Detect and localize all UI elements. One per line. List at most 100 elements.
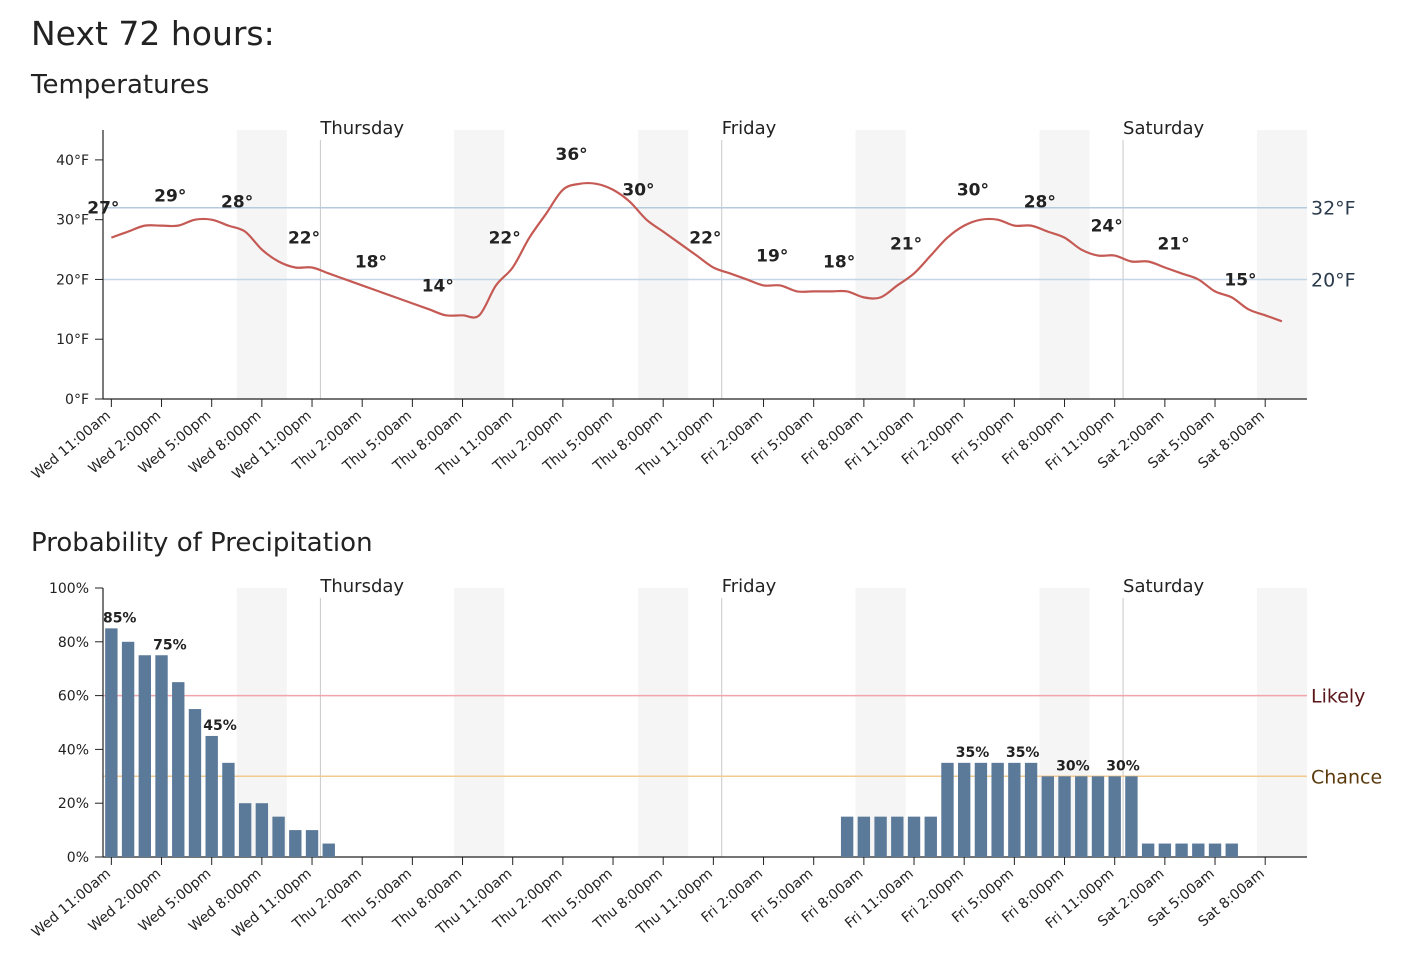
precip-bar <box>1091 776 1105 857</box>
y-tick-label: 10°F <box>56 332 89 348</box>
precip-bar <box>958 762 971 857</box>
day-label: Thursday <box>319 576 404 597</box>
page-heading: Next 72 hours: <box>31 14 275 53</box>
reference-label: 20°F <box>1311 269 1356 291</box>
precip-bar <box>907 816 921 857</box>
day-label: Thursday <box>319 118 404 139</box>
precip-bar <box>188 709 202 857</box>
y-tick-label: 40% <box>58 742 89 758</box>
temperature-label: 18° <box>823 252 855 272</box>
temperature-label: 15° <box>1224 270 1256 290</box>
temperature-label: 30° <box>957 181 989 201</box>
temperature-label: 29° <box>154 187 186 207</box>
chart-title: Probability of Precipitation <box>31 528 373 558</box>
precip-bar <box>1141 843 1155 857</box>
day-label: Friday <box>722 576 777 597</box>
precip-bar <box>974 762 988 857</box>
y-tick-label: 20% <box>58 796 89 812</box>
temperature-label: 22° <box>489 228 521 248</box>
precip-bar <box>1208 843 1222 857</box>
shade-band <box>638 130 689 399</box>
shade-band <box>855 588 906 857</box>
precip-label: 35% <box>956 745 990 761</box>
shade-band <box>1256 588 1307 857</box>
reference-label: Chance <box>1311 766 1382 788</box>
day-label: Friday <box>722 118 777 139</box>
temperature-label: 18° <box>355 252 387 272</box>
y-tick-label: 60% <box>58 689 89 705</box>
shade-band <box>454 130 505 399</box>
precip-label: 75% <box>153 637 187 653</box>
precip-bar <box>322 843 335 857</box>
precip-bar <box>991 762 1004 857</box>
y-tick-label: 0% <box>67 850 89 866</box>
temperature-line <box>110 181 1283 323</box>
precip-bar <box>1041 776 1054 857</box>
precip-bar <box>105 628 118 857</box>
shade-band <box>1256 130 1307 399</box>
precip-bar <box>205 735 218 857</box>
temperature-label: 28° <box>221 193 253 213</box>
precip-bar <box>222 762 235 857</box>
precip-bar <box>891 816 904 857</box>
precip-bar <box>1125 776 1138 857</box>
precip-bar <box>1075 776 1088 857</box>
precip-bar <box>1175 843 1188 857</box>
temperature-label: 30° <box>622 181 654 201</box>
reference-label: Likely <box>1311 686 1365 708</box>
temperature-label: 24° <box>1091 217 1123 237</box>
temperature-label: 28° <box>1024 193 1056 213</box>
precip-bar <box>1225 843 1238 857</box>
shade-band <box>1039 130 1090 399</box>
precip-label: 85% <box>103 610 137 626</box>
y-tick-label: 100% <box>49 581 89 597</box>
temperature-label: 22° <box>689 228 721 248</box>
precip-bar <box>121 641 135 857</box>
precip-bar <box>1024 762 1038 857</box>
precip-bar <box>941 762 954 857</box>
precip-label: 35% <box>1006 745 1040 761</box>
day-label: Saturday <box>1123 576 1204 597</box>
precip-label: 30% <box>1106 758 1140 774</box>
y-tick-label: 0°F <box>65 392 89 408</box>
temperature-label: 21° <box>1157 234 1189 254</box>
precip-bar <box>924 816 937 857</box>
shade-band <box>855 130 906 399</box>
precip-bar <box>840 816 854 857</box>
y-tick-label: 20°F <box>56 272 89 288</box>
precip-bar <box>1008 762 1021 857</box>
precip-label: 45% <box>203 718 237 734</box>
precip-bar <box>1108 776 1121 857</box>
chart-title: Temperatures <box>30 70 209 100</box>
precip-bar <box>1058 776 1071 857</box>
reference-label: 32°F <box>1311 198 1356 220</box>
precip-bar <box>155 655 168 857</box>
precip-bar <box>138 655 151 857</box>
precip-bar <box>874 816 887 857</box>
precip-bar <box>255 803 269 857</box>
precip-bar <box>305 830 319 857</box>
precip-bar <box>857 816 871 857</box>
temperature-label: 27° <box>87 199 119 219</box>
precip-label: 30% <box>1056 758 1090 774</box>
day-label: Saturday <box>1123 118 1204 139</box>
precip-bar <box>238 803 252 857</box>
temperature-label: 22° <box>288 228 320 248</box>
shade-band <box>454 588 505 857</box>
shade-band <box>638 588 689 857</box>
temperature-label: 21° <box>890 234 922 254</box>
precip-bar <box>272 816 285 857</box>
precip-bar <box>289 830 302 857</box>
y-tick-label: 40°F <box>56 153 89 169</box>
shade-band <box>236 130 287 399</box>
y-tick-label: 30°F <box>56 213 89 229</box>
precip-bar <box>172 682 185 857</box>
precip-bar <box>1158 843 1172 857</box>
temperature-label: 36° <box>555 145 587 165</box>
temperature-label: 14° <box>422 276 454 296</box>
precip-bar <box>1192 843 1205 857</box>
y-tick-label: 80% <box>58 635 89 651</box>
temperature-label: 19° <box>756 246 788 266</box>
